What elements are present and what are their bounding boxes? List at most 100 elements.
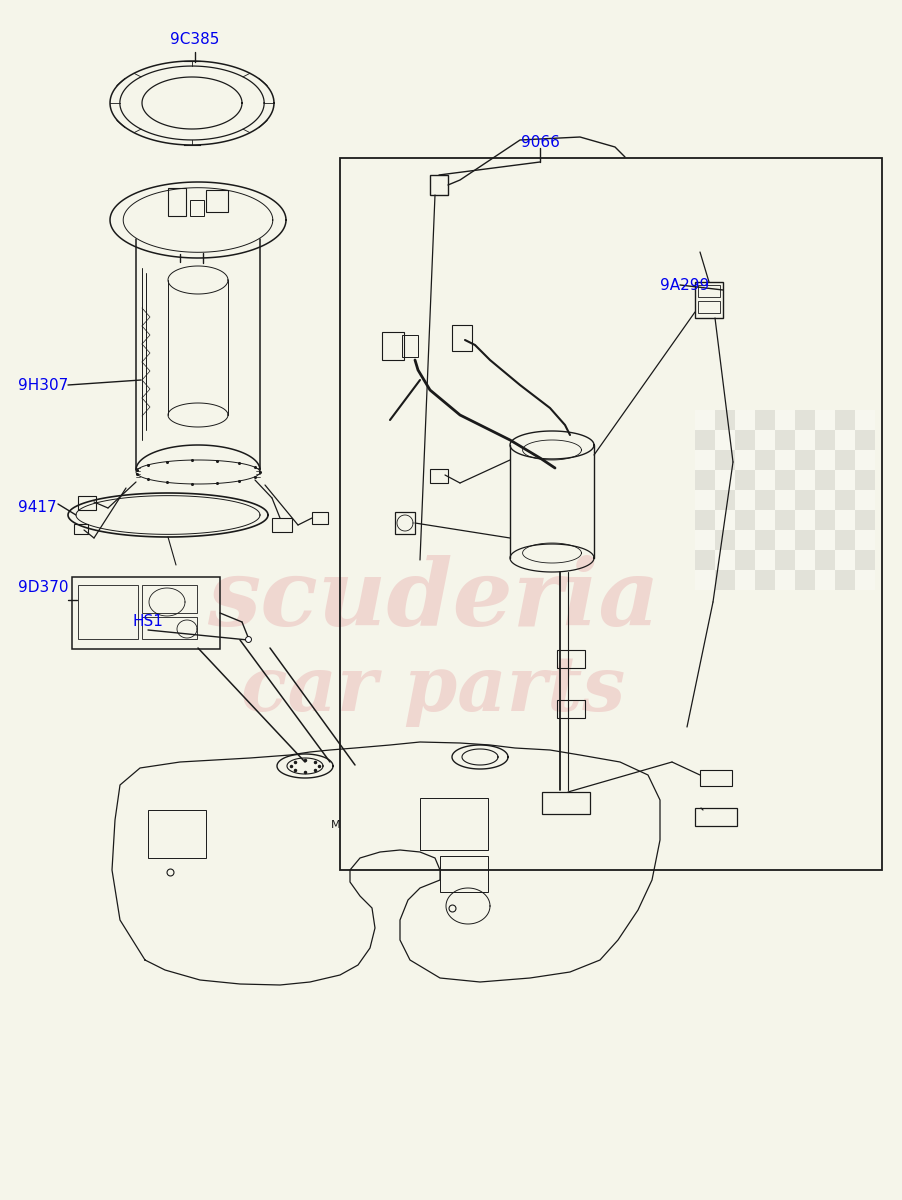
Bar xyxy=(715,450,735,470)
Bar xyxy=(190,200,204,216)
Bar xyxy=(542,792,590,814)
Bar xyxy=(557,700,585,718)
Bar xyxy=(855,530,875,550)
Text: M: M xyxy=(331,820,341,830)
Bar xyxy=(755,430,775,450)
Bar xyxy=(735,510,755,530)
Bar xyxy=(142,584,197,613)
Bar xyxy=(312,512,328,524)
Bar xyxy=(775,490,795,510)
Bar xyxy=(835,490,855,510)
Bar xyxy=(855,490,875,510)
Text: 9066: 9066 xyxy=(520,134,559,150)
Bar xyxy=(148,810,206,858)
Bar xyxy=(795,450,815,470)
Bar xyxy=(795,410,815,430)
Bar xyxy=(715,470,735,490)
Bar xyxy=(775,530,795,550)
Bar xyxy=(835,450,855,470)
Bar xyxy=(855,430,875,450)
Bar xyxy=(695,282,723,318)
Bar xyxy=(557,650,585,668)
Text: 9417: 9417 xyxy=(18,500,57,515)
Bar xyxy=(452,325,472,350)
Bar xyxy=(775,410,795,430)
Bar xyxy=(695,470,715,490)
Bar xyxy=(695,410,715,430)
Bar xyxy=(775,510,795,530)
Bar xyxy=(735,550,755,570)
Bar xyxy=(775,550,795,570)
Bar xyxy=(795,570,815,590)
Bar xyxy=(755,550,775,570)
Bar xyxy=(715,430,735,450)
Bar xyxy=(835,550,855,570)
Bar xyxy=(695,570,715,590)
Bar xyxy=(815,530,835,550)
Bar xyxy=(835,510,855,530)
Bar xyxy=(698,284,720,296)
Bar xyxy=(420,798,488,850)
Bar xyxy=(755,570,775,590)
Bar xyxy=(206,190,228,212)
Text: HS1: HS1 xyxy=(133,614,163,629)
Bar xyxy=(700,770,732,786)
Bar xyxy=(815,410,835,430)
Bar xyxy=(695,808,737,826)
Bar xyxy=(715,510,735,530)
Bar xyxy=(755,510,775,530)
Bar xyxy=(815,470,835,490)
Bar xyxy=(735,570,755,590)
Bar xyxy=(835,570,855,590)
Bar xyxy=(698,301,720,313)
Bar xyxy=(755,450,775,470)
Bar xyxy=(815,490,835,510)
Bar xyxy=(715,570,735,590)
Bar xyxy=(735,450,755,470)
Bar xyxy=(855,450,875,470)
Bar xyxy=(775,470,795,490)
Text: car parts: car parts xyxy=(241,653,625,727)
Bar xyxy=(795,530,815,550)
Bar xyxy=(795,470,815,490)
Bar xyxy=(695,550,715,570)
Bar xyxy=(835,470,855,490)
Bar xyxy=(855,470,875,490)
Bar xyxy=(168,188,186,216)
Bar xyxy=(835,430,855,450)
Bar xyxy=(78,496,96,510)
Bar xyxy=(815,450,835,470)
Bar xyxy=(755,470,775,490)
Bar xyxy=(755,490,775,510)
Bar xyxy=(695,450,715,470)
Bar xyxy=(835,410,855,430)
Bar xyxy=(430,469,448,482)
Text: 9H307: 9H307 xyxy=(18,378,69,392)
Bar xyxy=(440,856,488,892)
Bar xyxy=(735,410,755,430)
Bar xyxy=(855,570,875,590)
Bar xyxy=(74,524,88,534)
Bar xyxy=(402,335,418,358)
Bar xyxy=(78,584,138,638)
Bar xyxy=(695,510,715,530)
Text: 9D370: 9D370 xyxy=(18,580,69,595)
Bar xyxy=(835,530,855,550)
Bar xyxy=(715,490,735,510)
Bar xyxy=(430,175,448,194)
Bar xyxy=(735,490,755,510)
Bar xyxy=(755,410,775,430)
Bar xyxy=(142,617,197,638)
Bar xyxy=(72,577,220,649)
Bar xyxy=(815,570,835,590)
Bar xyxy=(775,430,795,450)
Bar xyxy=(695,430,715,450)
Bar xyxy=(715,530,735,550)
Bar xyxy=(695,490,715,510)
Bar xyxy=(735,430,755,450)
Bar xyxy=(815,510,835,530)
Bar xyxy=(340,158,882,870)
Bar xyxy=(795,430,815,450)
Bar xyxy=(795,510,815,530)
Bar xyxy=(695,530,715,550)
